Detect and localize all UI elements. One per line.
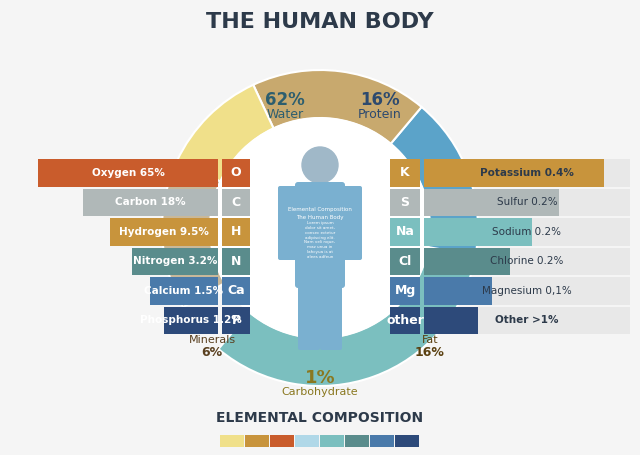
Text: K: K [400,166,410,179]
Text: Hydrogen 9.5%: Hydrogen 9.5% [119,227,209,237]
Text: Protein: Protein [358,108,402,121]
Wedge shape [390,107,478,255]
Text: Calcium 1.5%: Calcium 1.5% [144,286,223,296]
FancyBboxPatch shape [395,435,419,447]
FancyBboxPatch shape [424,248,630,275]
Text: S: S [401,196,410,209]
Wedge shape [218,247,476,386]
Text: Oxygen 65%: Oxygen 65% [92,168,164,178]
FancyBboxPatch shape [278,186,302,260]
FancyBboxPatch shape [222,248,250,275]
FancyBboxPatch shape [338,186,362,260]
FancyBboxPatch shape [424,159,630,187]
FancyBboxPatch shape [83,188,218,216]
FancyBboxPatch shape [345,435,369,447]
FancyBboxPatch shape [222,159,250,187]
FancyBboxPatch shape [424,218,532,246]
Text: Mg: Mg [394,284,415,297]
Text: C: C [232,196,241,209]
FancyBboxPatch shape [390,307,420,334]
FancyBboxPatch shape [424,188,559,216]
Text: Carbon 18%: Carbon 18% [115,197,186,207]
FancyBboxPatch shape [390,277,420,304]
Text: Ca: Ca [227,284,245,297]
Text: P: P [232,314,241,327]
FancyBboxPatch shape [110,218,218,246]
FancyBboxPatch shape [390,218,420,246]
FancyBboxPatch shape [320,281,342,350]
FancyBboxPatch shape [222,307,250,334]
FancyBboxPatch shape [245,435,269,447]
Text: Potassium 0.4%: Potassium 0.4% [480,168,574,178]
FancyBboxPatch shape [164,307,218,334]
FancyBboxPatch shape [220,435,244,447]
Text: ELEMENTAL COMPOSITION: ELEMENTAL COMPOSITION [216,411,424,425]
Wedge shape [177,85,273,182]
Text: Cl: Cl [398,255,412,268]
Text: Carbohydrate: Carbohydrate [282,387,358,397]
FancyBboxPatch shape [370,435,394,447]
Text: Elemental Composition: Elemental Composition [288,207,352,212]
FancyBboxPatch shape [295,182,345,288]
FancyBboxPatch shape [320,435,344,447]
Text: Phosphorus 1.2%: Phosphorus 1.2% [140,315,242,325]
FancyBboxPatch shape [298,281,320,350]
Text: other: other [386,314,424,327]
FancyBboxPatch shape [424,188,630,216]
FancyBboxPatch shape [424,218,630,246]
FancyBboxPatch shape [150,277,218,304]
FancyBboxPatch shape [222,218,250,246]
Text: 1%: 1% [305,369,335,387]
Text: N: N [231,255,241,268]
Text: Na: Na [396,225,415,238]
FancyBboxPatch shape [424,277,630,304]
FancyBboxPatch shape [424,277,492,304]
Text: The Human Body: The Human Body [296,216,344,221]
FancyBboxPatch shape [222,188,250,216]
FancyBboxPatch shape [132,248,218,275]
Text: Other >1%: Other >1% [495,315,559,325]
FancyBboxPatch shape [390,188,420,216]
FancyBboxPatch shape [424,307,630,334]
Circle shape [302,147,338,183]
Text: 16%: 16% [415,345,445,359]
FancyBboxPatch shape [424,159,604,187]
FancyBboxPatch shape [295,435,319,447]
Text: 6%: 6% [202,345,223,359]
FancyBboxPatch shape [270,435,294,447]
FancyBboxPatch shape [390,248,420,275]
Text: Magnesium 0,1%: Magnesium 0,1% [482,286,572,296]
Wedge shape [253,70,422,144]
FancyBboxPatch shape [38,159,218,187]
FancyBboxPatch shape [424,307,478,334]
Text: O: O [230,166,241,179]
FancyBboxPatch shape [222,277,250,304]
Text: 16%: 16% [360,91,400,109]
FancyBboxPatch shape [424,248,511,275]
Text: Nitrogen 3.2%: Nitrogen 3.2% [132,256,217,266]
Text: Lorem ipsum
dolor sit amet,
consec ectetur
adipiscing elit.
Nam veli nque,
maz u: Lorem ipsum dolor sit amet, consec ectet… [305,221,335,259]
Text: H: H [231,225,241,238]
Text: 62%: 62% [265,91,305,109]
Text: Minerals: Minerals [188,335,236,345]
Text: Sulfur 0.2%: Sulfur 0.2% [497,197,557,207]
Wedge shape [162,161,225,307]
Text: Water: Water [266,108,303,121]
FancyBboxPatch shape [390,159,420,187]
Text: Chlorine 0.2%: Chlorine 0.2% [490,256,564,266]
Circle shape [210,118,430,338]
Text: Fat: Fat [422,335,438,345]
Text: THE HUMAN BODY: THE HUMAN BODY [206,12,434,32]
Text: Sodium 0.2%: Sodium 0.2% [493,227,561,237]
